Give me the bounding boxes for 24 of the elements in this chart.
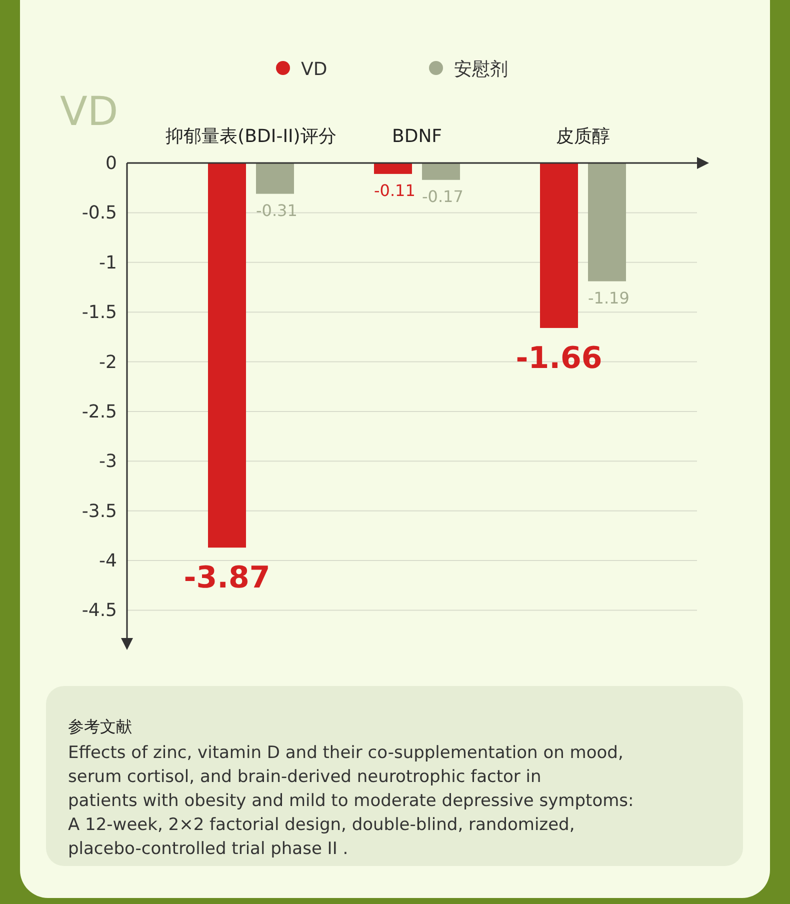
y-tick-label: -3.5 <box>82 500 117 522</box>
y-tick-label: -2.5 <box>82 401 117 422</box>
x-tick-label: BDNF <box>392 126 442 147</box>
text: 参考文献 <box>68 717 132 736</box>
y-tick-label: -4.5 <box>82 600 117 622</box>
data-label: -1.19 <box>588 288 630 308</box>
x-tick-label: 抑郁量表(BDI-II)评分 <box>166 126 336 147</box>
text: Effects of zinc, vitamin D and their co-supplementation on mood, serum cortisol, and brain-derived neurotrophic factor in patients with obesity and mild to moderate depressive symptoms: A 12-week, 2×2 factorial design, double-blind, randomized, placebo-controlled trial phase II . <box>68 743 634 859</box>
data-label: -0.31 <box>256 200 298 220</box>
y-tick-label: -4 <box>99 550 117 572</box>
y-tick-label: -1.5 <box>82 302 117 324</box>
data-label: -0.11 <box>374 180 416 200</box>
y-tick-label: -2 <box>99 352 117 373</box>
legend-label: 安慰剂 <box>454 59 508 80</box>
x-tick-label: 皮质醇 <box>556 126 610 147</box>
data-label: -1.66 <box>516 340 602 376</box>
text: VD <box>60 89 118 135</box>
data-label: -0.17 <box>422 186 464 206</box>
y-tick-label: -3 <box>99 451 117 472</box>
data-label: -3.87 <box>184 560 270 596</box>
y-tick-label: 0 <box>106 153 117 174</box>
legend-label: VD <box>301 59 328 80</box>
y-tick-label: -1 <box>99 252 117 274</box>
y-tick-label: -0.5 <box>82 202 117 224</box>
